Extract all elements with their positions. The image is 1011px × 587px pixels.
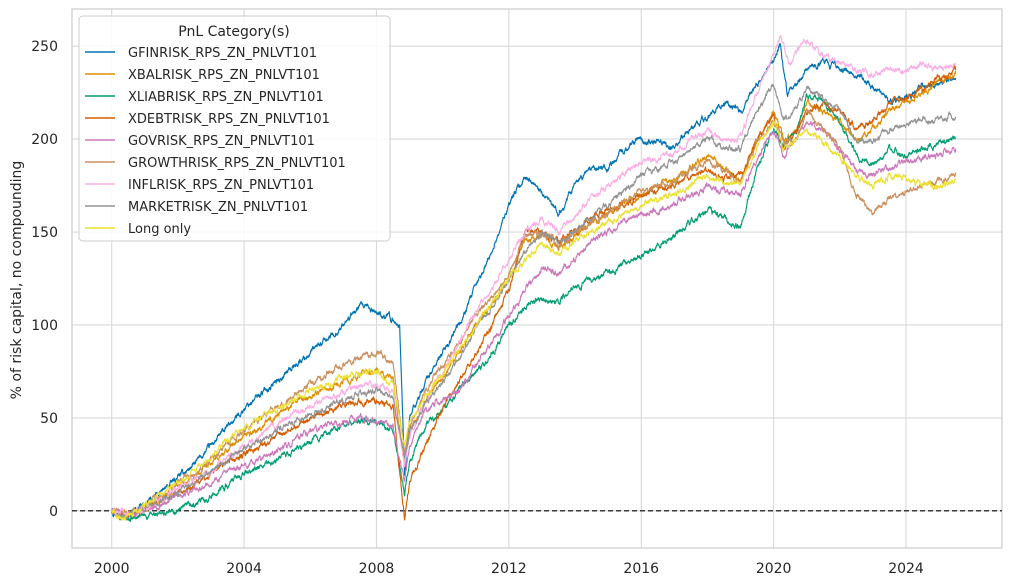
x-tick-label: 2016 bbox=[623, 561, 659, 577]
legend-label: Long only bbox=[128, 222, 191, 237]
legend-title: PnL Category(s) bbox=[178, 24, 290, 40]
series-line-govrisk-rps-zn-pnlvt101 bbox=[111, 121, 957, 518]
series-line-gfinrisk-rps-zn-pnlvt101 bbox=[111, 43, 957, 521]
y-tick-label: 0 bbox=[49, 504, 58, 520]
y-axis-ticks: 0 50 100 150 200 250 bbox=[31, 39, 58, 520]
x-tick-label: 2012 bbox=[491, 561, 527, 577]
y-tick-label: 200 bbox=[31, 132, 58, 148]
series-line-marketrisk-zn-pnlvt101 bbox=[111, 84, 957, 521]
legend-label: MARKETRISK_ZN_PNLVT101 bbox=[128, 200, 308, 215]
plot-frame bbox=[71, 8, 1003, 549]
x-axis-ticks: 2000 2004 2008 2012 2016 2020 2024 bbox=[94, 561, 924, 577]
x-tick-label: 2000 bbox=[94, 561, 130, 577]
legend-label: INFLRISK_RPS_ZN_PNLVT101 bbox=[128, 178, 314, 193]
y-tick-label: 100 bbox=[31, 318, 58, 334]
y-tick-label: 150 bbox=[31, 225, 58, 241]
legend-label: XLIABRISK_RPS_ZN_PNLVT101 bbox=[128, 90, 324, 105]
legend-label: XDEBTRISK_RPS_ZN_PNLVT101 bbox=[128, 112, 330, 127]
series-line-long-only bbox=[111, 119, 957, 521]
x-tick-label: 2008 bbox=[359, 561, 395, 577]
series-lines bbox=[111, 35, 957, 523]
x-tick-label: 2024 bbox=[888, 561, 924, 577]
series-line-xliabrisk-rps-zn-pnlvt101 bbox=[111, 93, 957, 523]
legend-label: XBALRISK_RPS_ZN_PNLVT101 bbox=[128, 68, 320, 83]
legend-box bbox=[78, 15, 391, 242]
legend-label: GOVRISK_RPS_ZN_PNLVT101 bbox=[128, 134, 315, 149]
legend-label: GFINRISK_RPS_ZN_PNLVT101 bbox=[128, 46, 317, 61]
legend-items: GFINRISK_RPS_ZN_PNLVT101 XBALRISK_RPS_ZN_… bbox=[85, 46, 346, 237]
legend-label: GROWTHRISK_RPS_ZN_PNLVT101 bbox=[128, 156, 346, 171]
y-tick-label: 250 bbox=[31, 39, 58, 55]
x-tick-label: 2004 bbox=[226, 561, 262, 577]
y-tick-label: 50 bbox=[40, 411, 58, 427]
series-line-inflrisk-rps-zn-pnlvt101 bbox=[111, 35, 957, 517]
legend: PnL Category(s) GFINRISK_RPS_ZN_PNLVT101… bbox=[78, 15, 391, 242]
y-axis-title: % of risk capital, no compounding bbox=[9, 161, 25, 400]
x-tick-label: 2020 bbox=[756, 561, 792, 577]
